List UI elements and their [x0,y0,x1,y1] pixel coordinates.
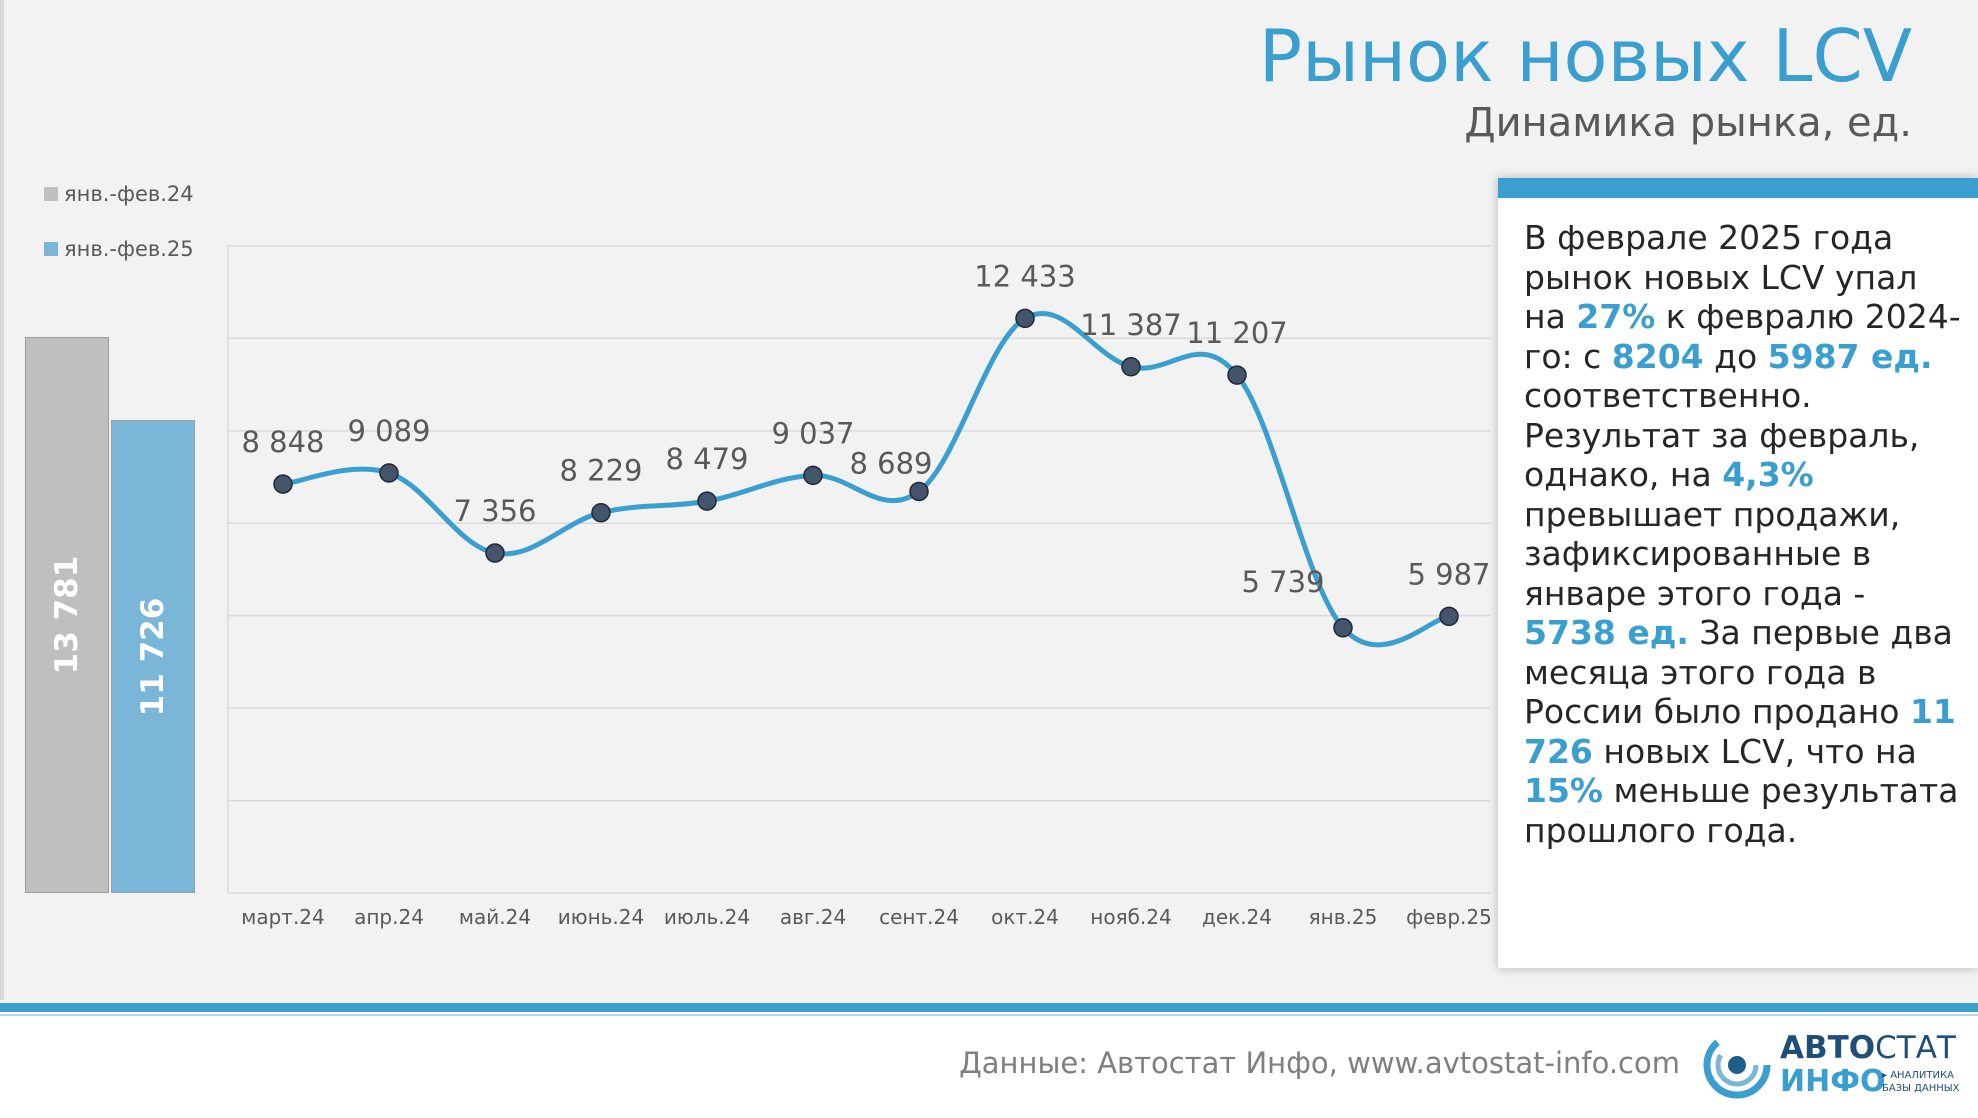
data-point-marker [1439,606,1459,627]
data-value-label: 8 229 [559,454,642,488]
page-subtitle: Динамика рынка, ед. [1464,100,1912,146]
page-title: Рынок новых LCV [1258,14,1912,98]
data-value-label: 7 356 [453,494,536,528]
commentary-fragment: За первые два месяца этого года в России… [1524,613,1953,731]
data-value-label: 11 387 [1080,308,1181,342]
commentary-highlight: 4,3% [1722,455,1814,494]
data-point-marker [697,491,717,511]
commentary-highlight: 5738 ед. [1524,613,1689,652]
legend-swatch-2024 [44,187,58,201]
legend-item-2025: янв.-фев.25 [44,237,194,261]
legend-label-2025: янв.-фев.25 [64,237,194,261]
logo-mark-icon [1703,1031,1771,1099]
commentary-fragment: меньше результата прошлого года. [1524,771,1959,850]
data-point-marker [1015,308,1035,329]
commentary-text: В феврале 2025 года рынок новых LCV упал… [1524,218,1964,850]
commentary-fragment: к февралю 2024-го: с [1524,297,1961,376]
x-tick-label: март.24 [241,905,325,929]
x-tick-label: июль.24 [664,905,750,929]
data-value-label: 9 037 [771,416,854,450]
data-value-label: 8 848 [241,425,324,459]
commentary-highlight: 27% [1576,297,1656,336]
x-tick-label: нояб.24 [1090,905,1171,929]
logo-word-bottom: ИНФО [1780,1064,1886,1099]
x-tick-label: июнь.24 [558,905,645,929]
data-point-marker [273,474,293,494]
data-value-label: 9 089 [347,414,430,448]
logo-word-top: АВТОСТАТ [1780,1030,1956,1066]
footer-rule-thin [0,1014,1978,1016]
data-point-marker [1333,618,1353,638]
data-value-label: 8 689 [849,446,932,480]
data-value-label: 5 987 [1407,557,1490,591]
x-tick-label: май.24 [459,905,531,929]
commentary-box: В феврале 2025 года рынок новых LCV упал… [1498,178,1978,968]
logo-tagline-2: БАЗЫ ДАННЫХ [1882,1083,1960,1094]
footer [0,1003,1978,1118]
legend-swatch-2025 [44,242,58,256]
bar-jan-feb-24: 13 781 [25,337,109,893]
footer-rule [0,1003,1978,1012]
commentary-fragment: В феврале 2025 года рынок новых LCV упал… [1524,218,1918,336]
data-value-label: 12 433 [974,259,1075,293]
commentary-box-header-bar [1498,178,1978,198]
x-tick-label: февр.25 [1406,905,1492,929]
data-value-label: 8 479 [665,442,748,476]
bar-jan-feb-25: 11 726 [111,420,195,893]
data-point-marker [803,465,823,486]
data-value-label: 5 739 [1241,565,1324,599]
commentary-fragment: превышает продажи, зафиксированные в янв… [1524,494,1901,613]
x-tick-label: янв.25 [1309,905,1378,929]
data-value-label: 11 207 [1186,316,1287,350]
x-tick-label: дек.24 [1202,905,1272,929]
data-point-marker [1227,365,1247,385]
commentary-fragment: до [1703,336,1768,376]
avtostat-logo: АВТОСТАТ ИНФО ▸ АНАЛИТИКА БАЗЫ ДАННЫХ [1702,1030,1964,1100]
line-chart: март.24 апр.24 май.24 июнь.24 июль.24 авг.24 с… [227,245,1492,929]
commentary-highlight: 8204 [1611,336,1704,376]
commentary-highlight: 15% [1524,771,1603,810]
data-source: Данные: Автостат Инфо, www.avtostat-info… [959,1046,1680,1080]
data-point-marker [909,481,929,502]
x-tick-label: окт.24 [991,905,1059,929]
data-point-marker [379,463,399,483]
data-point-marker [1121,357,1141,377]
data-point-marker [485,543,505,563]
x-tick-label: авг.24 [780,905,846,929]
legend-label-2024: янв.-фев.24 [64,182,194,206]
slide-left-edge [0,0,4,1000]
commentary-fragment: соответственно. Результат за февраль, од… [1524,376,1920,494]
commentary-fragment: новых LCV, что на [1592,731,1917,771]
data-point-marker [591,502,611,523]
legend-item-2024: янв.-фев.24 [44,182,194,206]
commentary-highlight: 5987 ед. [1767,336,1933,376]
logo-tagline-1: ▸ АНАЛИТИКА [1882,1070,1954,1081]
commentary-highlight: 11 726 [1524,692,1956,771]
x-tick-label: сент.24 [879,905,959,929]
x-tick-label: апр.24 [354,905,424,929]
